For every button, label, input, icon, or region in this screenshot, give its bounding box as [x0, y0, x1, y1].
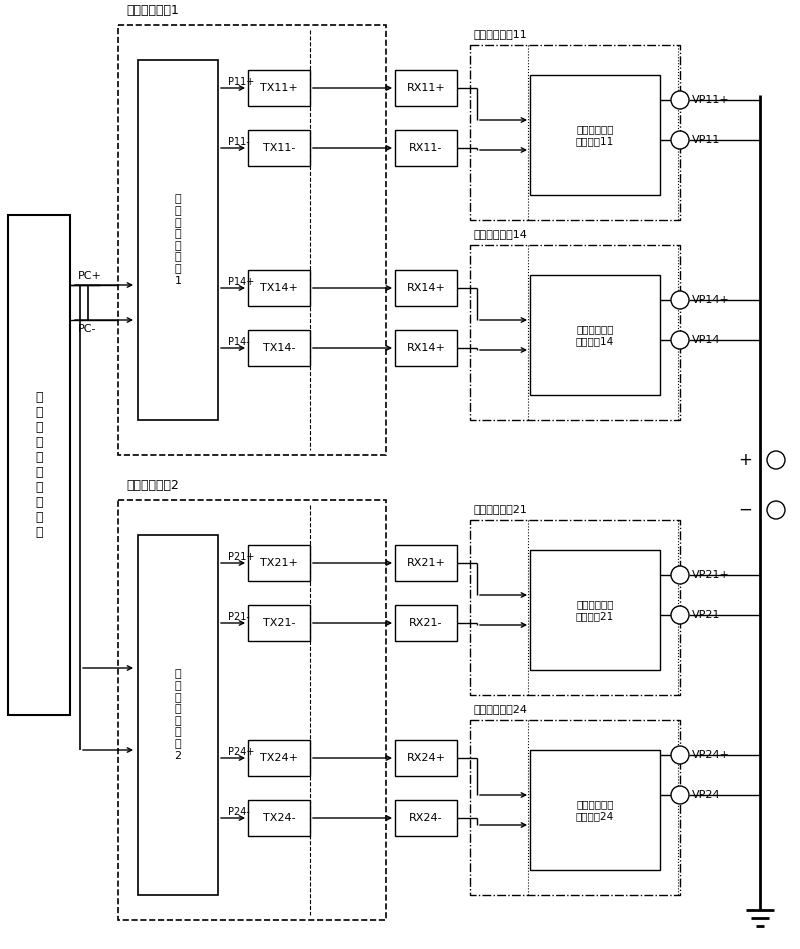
Text: 连
接
器
集
成
电
路
1: 连 接 器 集 成 电 路 1	[174, 195, 182, 286]
Text: P24-: P24-	[228, 807, 250, 817]
Text: VP24-: VP24-	[692, 790, 725, 800]
Bar	[248, 270, 310, 306]
Text: PC+: PC+	[78, 271, 102, 281]
Text: RX11+: RX11+	[406, 83, 446, 93]
Circle shape	[671, 566, 689, 584]
Text: 脉冲分配模块1: 脉冲分配模块1	[126, 4, 179, 17]
Text: 逆变电路单元11: 逆变电路单元11	[474, 29, 528, 39]
Bar	[530, 550, 660, 670]
Bar	[395, 605, 457, 641]
Text: 连
接
器
集
成
电
路
2: 连 接 器 集 成 电 路 2	[174, 669, 182, 760]
Text: TX21+: TX21+	[260, 558, 298, 568]
Bar	[530, 750, 660, 870]
Text: P11-: P11-	[228, 137, 250, 147]
Bar	[395, 545, 457, 581]
Text: RX11-: RX11-	[410, 143, 442, 153]
Text: P21+: P21+	[228, 552, 254, 562]
Bar	[248, 605, 310, 641]
Text: VP21-: VP21-	[692, 610, 725, 620]
Text: TX24+: TX24+	[260, 753, 298, 763]
Text: P11+: P11+	[228, 77, 254, 87]
Bar	[470, 720, 680, 895]
Text: 逆变电路单元24: 逆变电路单元24	[474, 704, 528, 714]
Text: TX14+: TX14+	[260, 283, 298, 293]
Circle shape	[671, 746, 689, 764]
Text: P14-: P14-	[228, 337, 250, 347]
Text: VP14-: VP14-	[692, 335, 725, 345]
Bar	[118, 25, 386, 455]
Bar	[8, 215, 70, 715]
Bar	[470, 45, 680, 220]
Bar	[395, 130, 457, 166]
Text: 单相桥式脉冲
逆变电路21: 单相桥式脉冲 逆变电路21	[576, 599, 614, 621]
Text: VP14+: VP14+	[692, 295, 730, 305]
Bar	[248, 130, 310, 166]
Text: 逆变电路单元14: 逆变电路单元14	[474, 229, 528, 239]
Text: VP21+: VP21+	[692, 570, 730, 580]
Text: 脉冲分配模块2: 脉冲分配模块2	[126, 479, 179, 492]
Text: RX21+: RX21+	[406, 558, 446, 568]
Bar	[530, 75, 660, 195]
Bar	[470, 520, 680, 695]
Circle shape	[767, 501, 785, 519]
Circle shape	[671, 291, 689, 309]
Circle shape	[671, 91, 689, 109]
Bar	[530, 275, 660, 395]
Text: TX24-: TX24-	[262, 813, 295, 823]
Text: TX14-: TX14-	[262, 343, 295, 353]
Text: RX21-: RX21-	[410, 618, 442, 628]
Text: 单相桥式脉冲
逆变电路14: 单相桥式脉冲 逆变电路14	[576, 325, 614, 345]
Text: VP11+: VP11+	[692, 95, 730, 105]
Text: −: −	[738, 501, 752, 519]
Text: VP11-: VP11-	[692, 135, 724, 145]
Circle shape	[671, 786, 689, 804]
Text: PC-: PC-	[78, 324, 97, 334]
Text: 逆变电路单元21: 逆变电路单元21	[474, 504, 528, 514]
Bar	[118, 500, 386, 920]
Text: RX14+: RX14+	[406, 343, 446, 353]
Text: 单相桥式脉冲
逆变电路24: 单相桥式脉冲 逆变电路24	[576, 799, 614, 821]
Bar	[470, 245, 680, 420]
Text: 单相桥式脉冲
逆变电路11: 单相桥式脉冲 逆变电路11	[576, 124, 614, 146]
Bar	[248, 545, 310, 581]
Text: TX21-: TX21-	[262, 618, 295, 628]
Bar	[138, 60, 218, 420]
Bar	[395, 800, 457, 836]
Text: TX11-: TX11-	[263, 143, 295, 153]
Bar	[395, 270, 457, 306]
Bar	[248, 740, 310, 776]
Bar	[248, 70, 310, 106]
Text: 脉
冲
控
制
信
号
产
生
模
块: 脉 冲 控 制 信 号 产 生 模 块	[35, 391, 42, 539]
Text: P24+: P24+	[228, 747, 254, 757]
Circle shape	[671, 131, 689, 149]
Text: RX14+: RX14+	[406, 283, 446, 293]
Text: RX24-: RX24-	[409, 813, 443, 823]
Bar	[395, 70, 457, 106]
Text: P14+: P14+	[228, 277, 254, 287]
Bar	[138, 535, 218, 895]
Circle shape	[671, 331, 689, 349]
Circle shape	[767, 451, 785, 469]
Bar	[248, 330, 310, 366]
Bar	[248, 800, 310, 836]
Text: +: +	[738, 451, 752, 469]
Text: RX24+: RX24+	[406, 753, 446, 763]
Text: P21-: P21-	[228, 612, 250, 622]
Bar	[395, 330, 457, 366]
Text: TX11+: TX11+	[260, 83, 298, 93]
Text: VP24+: VP24+	[692, 750, 730, 760]
Bar	[395, 740, 457, 776]
Circle shape	[671, 606, 689, 624]
